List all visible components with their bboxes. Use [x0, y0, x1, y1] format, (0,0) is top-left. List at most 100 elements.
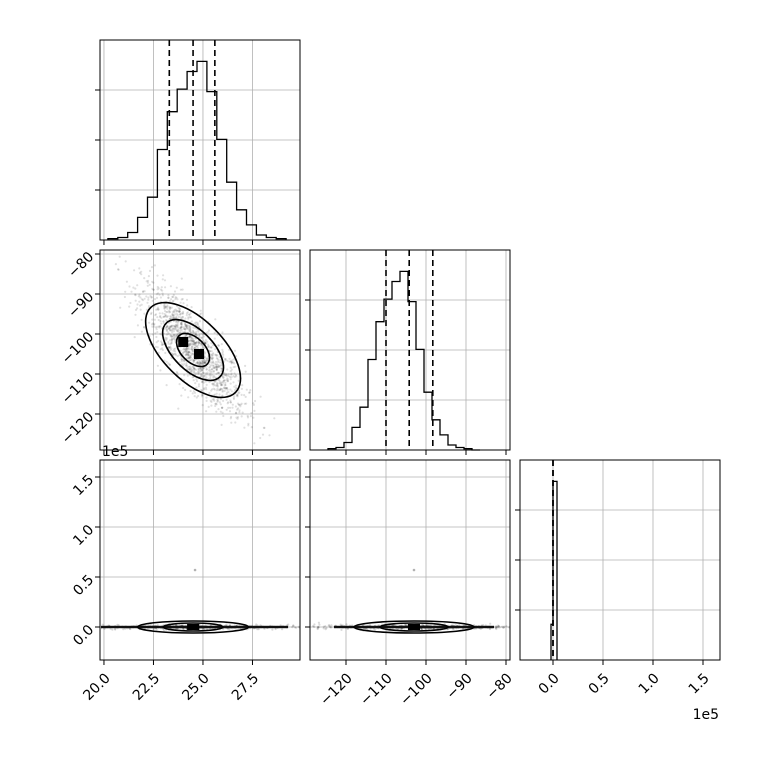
- scatter-point: [171, 328, 174, 332]
- scatter-point: [151, 280, 154, 283]
- scatter-point: [155, 335, 158, 339]
- scatter-point: [178, 307, 181, 310]
- scatter-point: [114, 628, 117, 631]
- scatter-point: [373, 628, 377, 631]
- scatter-point: [185, 351, 188, 354]
- scatter-point: [199, 342, 202, 345]
- scatter-point: [178, 310, 181, 313]
- scatter-point: [191, 350, 194, 353]
- scatter-point: [219, 382, 222, 385]
- density-core: [194, 349, 204, 359]
- scatter-point: [166, 305, 169, 308]
- scatter-point: [245, 402, 248, 405]
- scatter-point: [163, 312, 166, 316]
- scatter-point: [151, 287, 154, 290]
- scatter-point: [427, 627, 430, 631]
- scatter-point: [259, 436, 262, 440]
- scatter-point: [196, 324, 200, 327]
- scatter-point: [231, 406, 234, 409]
- scatter-point: [188, 313, 191, 316]
- scatter-point: [170, 298, 173, 301]
- scatter-point: [169, 343, 172, 346]
- scatter-point: [152, 288, 155, 291]
- scatter-point: [322, 625, 325, 628]
- scatter-point: [199, 367, 203, 371]
- scatter-point: [171, 331, 174, 334]
- scatter-point: [228, 360, 231, 363]
- scatter-point: [213, 375, 216, 378]
- scatter-point: [184, 348, 187, 351]
- scatter-point: [236, 416, 240, 419]
- contour-1: [162, 622, 224, 632]
- scatter-point: [211, 382, 214, 386]
- scatter-point: [124, 260, 127, 263]
- scatter-point: [201, 381, 204, 384]
- scatter-point: [243, 402, 246, 405]
- scatter-point: [217, 344, 220, 347]
- scatter-point: [532, 627, 534, 629]
- scatter-point: [400, 627, 403, 631]
- scatter-point: [172, 311, 175, 314]
- panel-2d-2: [312, 568, 534, 634]
- scatter-point: [147, 296, 150, 299]
- scatter-point: [172, 337, 175, 340]
- contour-1: [161, 318, 225, 382]
- scatter-point: [155, 308, 158, 311]
- scatter-point: [209, 374, 212, 377]
- scatter-point: [527, 627, 529, 629]
- scatter-point: [179, 313, 182, 316]
- scatter-point: [111, 628, 114, 631]
- scatter-point: [201, 395, 204, 398]
- scatter-point: [205, 410, 208, 413]
- scatter-point: [177, 306, 180, 309]
- scatter-point: [324, 628, 327, 631]
- scatter-point: [222, 353, 225, 356]
- scatter-point: [229, 388, 232, 391]
- scatter-point: [240, 393, 243, 396]
- scatter-point: [190, 336, 193, 340]
- scatter-point: [368, 624, 371, 627]
- y-tick-label-p1: −120: [59, 409, 98, 448]
- scatter-point: [165, 311, 168, 314]
- scatter-point: [224, 383, 227, 386]
- scatter-point: [169, 310, 172, 314]
- scatter-point: [191, 348, 194, 351]
- scatter-point: [253, 442, 256, 445]
- scatter-point: [141, 299, 145, 302]
- scatter-point: [171, 334, 174, 338]
- scatter-point: [232, 397, 235, 401]
- scatter-point: [172, 334, 175, 337]
- scatter-point: [244, 364, 247, 367]
- scatter-point: [193, 359, 196, 362]
- scatter-point: [168, 311, 171, 314]
- scatter-point: [164, 286, 167, 289]
- scatter-point: [187, 355, 190, 358]
- scatter-point: [158, 315, 162, 319]
- scatter-point: [219, 410, 222, 413]
- scatter-point: [215, 372, 218, 376]
- scatter-point: [159, 369, 162, 372]
- scatter-point: [238, 411, 241, 414]
- scatter-point: [184, 348, 187, 351]
- scatter-point: [189, 356, 192, 359]
- scatter-point: [185, 298, 189, 301]
- scatter-point: [219, 387, 222, 390]
- scatter-point: [232, 361, 235, 364]
- scatter-point: [193, 343, 196, 346]
- scatter-point: [191, 365, 194, 369]
- scatter-point: [174, 336, 177, 339]
- scatter-point: [170, 329, 173, 332]
- scatter-point: [215, 367, 218, 370]
- scatter-point: [203, 388, 206, 391]
- scatter-point: [143, 290, 146, 293]
- scatter-point: [193, 395, 196, 398]
- scatter-point: [175, 286, 178, 289]
- scatter-point: [211, 398, 214, 401]
- scatter-point: [208, 372, 211, 375]
- scatter-point: [151, 299, 154, 302]
- scatter-point: [420, 627, 423, 631]
- panel-frame: [99, 459, 301, 661]
- scatter-point: [180, 322, 183, 325]
- scatter-point: [220, 383, 223, 386]
- scatter-point: [173, 309, 176, 312]
